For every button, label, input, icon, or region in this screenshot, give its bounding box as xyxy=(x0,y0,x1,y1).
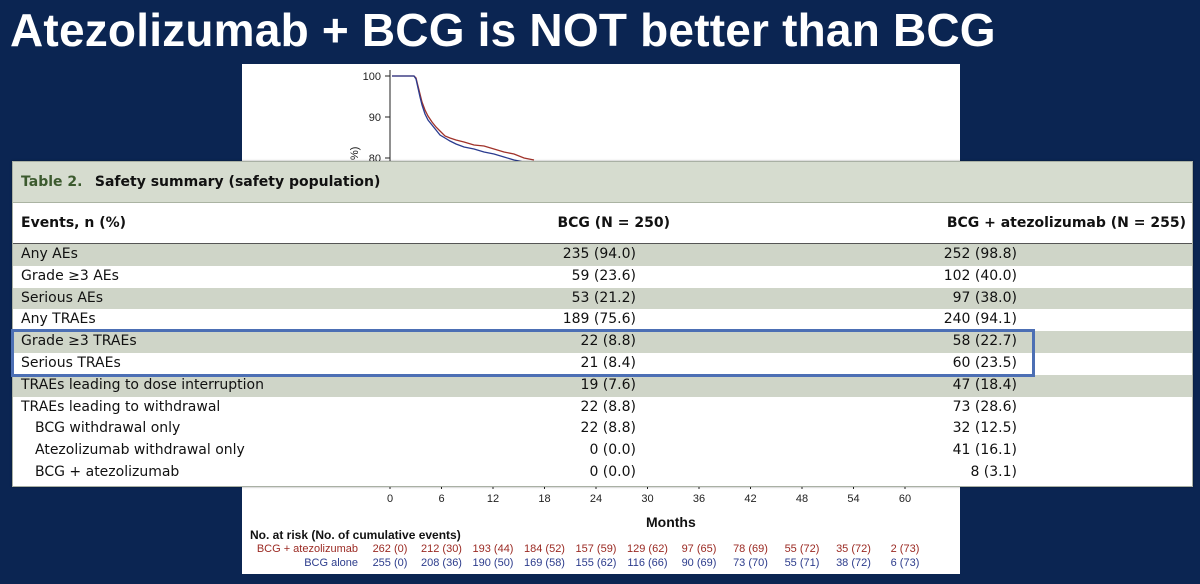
row-atezo-value: 102 (40.0) xyxy=(943,267,1017,284)
row-bcg-value: 235 (94.0) xyxy=(562,246,636,262)
x-tick-label: 54 xyxy=(847,493,859,505)
risk-value: 184 (52) xyxy=(524,543,565,555)
risk-value: 90 (69) xyxy=(681,557,717,569)
risk-table-title: No. at risk (No. of cumulative events) xyxy=(250,528,461,542)
row-label: Grade ≥3 TRAEs xyxy=(21,333,137,350)
risk-value: 262 (0) xyxy=(372,543,408,555)
risk-value: 129 (62) xyxy=(627,543,668,555)
y-axis-label: %) xyxy=(349,147,361,160)
x-tick-label: 48 xyxy=(796,493,808,505)
row-bcg-value: 189 (75.6) xyxy=(562,311,636,328)
table-caption-text: Safety summary (safety population) xyxy=(94,174,381,190)
row-bcg-value: 22 (8.8) xyxy=(580,398,636,415)
risk-value: 157 (59) xyxy=(575,543,617,555)
row-label: Atezolizumab withdrawal only xyxy=(35,442,245,459)
y-tick-label-90: 90 xyxy=(369,112,381,124)
row-atezo-value: 60 (23.5) xyxy=(952,354,1017,371)
row-bcg-value: 21 (8.4) xyxy=(580,354,636,371)
row-bcg-value: 19 (7.6) xyxy=(580,376,636,393)
row-atezo-value: 8 (3.1) xyxy=(970,463,1017,480)
row-atezo-value: 32 (12.5) xyxy=(952,420,1017,437)
table-row: Serious AEs 53 (21.2) 97 (38.0) xyxy=(13,287,1192,310)
risk-value: 169 (58) xyxy=(524,557,565,569)
row-bcg-value: 0 (0.0) xyxy=(589,442,636,459)
x-tick-label: 60 xyxy=(899,493,911,505)
table-row: Grade ≥3 AEs 59 (23.6) 102 (40.0) xyxy=(13,266,1192,288)
row-atezo-value: 240 (94.1) xyxy=(943,311,1017,328)
x-tick-label: 0 xyxy=(387,493,393,505)
row-atezo-value: 41 (16.1) xyxy=(952,442,1017,459)
row-bcg-value: 22 (8.8) xyxy=(580,420,636,437)
row-label: Grade ≥3 AEs xyxy=(21,267,119,284)
table-caption: Table 2. Safety summary (safety populati… xyxy=(13,162,1192,203)
row-label: TRAEs leading to withdrawal xyxy=(21,398,221,415)
table-row: Serious TRAEs 21 (8.4) 60 (23.5) xyxy=(13,353,1192,375)
table-number: Table 2. xyxy=(21,174,83,190)
x-tick-label: 30 xyxy=(641,493,653,505)
risk-value: 6 (73) xyxy=(890,557,920,569)
y-tick-label-100: 100 xyxy=(363,71,381,83)
row-label: Serious AEs xyxy=(21,289,104,306)
row-atezo-value: 58 (22.7) xyxy=(952,333,1017,350)
risk-value: 155 (62) xyxy=(575,557,617,569)
safety-table: Table 2. Safety summary (safety populati… xyxy=(12,161,1193,487)
header-events: Events, n (%) xyxy=(21,215,127,231)
row-label: BCG withdrawal only xyxy=(35,420,181,437)
risk-value: 255 (0) xyxy=(372,557,408,569)
risk-value: 38 (72) xyxy=(836,557,871,569)
x-axis-label: Months xyxy=(646,514,696,530)
row-bcg-value: 53 (21.2) xyxy=(571,289,636,306)
x-tick-label: 18 xyxy=(538,493,550,505)
row-bcg-value: 59 (23.6) xyxy=(571,267,636,284)
header-bcg-atezolizumab: BCG + atezolizumab (N = 255) xyxy=(946,215,1186,231)
row-bcg-value: 22 (8.8) xyxy=(580,333,636,350)
table-row: Grade ≥3 TRAEs 22 (8.8) 58 (22.7) xyxy=(13,331,1192,353)
risk-row-atezolizumab: BCG + atezolizumab 262 (0) 212 (30) 193 (4… xyxy=(250,543,920,555)
x-tick-label: 6 xyxy=(438,493,444,505)
risk-value: 2 (73) xyxy=(890,543,920,555)
risk-row-label: BCG + atezolizumab xyxy=(256,543,358,555)
km-curve-atezolizumab xyxy=(392,75,535,161)
table-row: TRAEs leading to dose interruption 19 (7… xyxy=(13,374,1192,397)
row-atezo-value: 97 (38.0) xyxy=(952,289,1017,306)
risk-value: 35 (72) xyxy=(836,543,871,555)
risk-value: 208 (36) xyxy=(421,557,462,569)
table-row: BCG withdrawal only 22 (8.8) 32 (12.5) xyxy=(13,418,1192,440)
risk-value: 212 (30) xyxy=(421,543,462,555)
x-tick-label: 12 xyxy=(487,493,499,505)
row-atezo-value: 47 (18.4) xyxy=(952,376,1017,393)
km-curve-bcg xyxy=(392,75,525,163)
row-label: Serious TRAEs xyxy=(21,354,121,371)
row-atezo-value: 252 (98.8) xyxy=(943,246,1017,262)
risk-value: 55 (72) xyxy=(784,543,820,555)
table-body: Any AEs 235 (94.0) 252 (98.8) Grade ≥3 A… xyxy=(13,244,1192,484)
slide-title: Atezolizumab + BCG is NOT better than BC… xyxy=(10,4,996,56)
row-label: BCG + atezolizumab xyxy=(35,463,180,480)
table-row: Atezolizumab withdrawal only 0 (0.0) 41 … xyxy=(13,440,1192,462)
risk-value: 116 (66) xyxy=(627,557,668,569)
table-row: Any AEs 235 (94.0) 252 (98.8) xyxy=(13,244,1192,266)
row-label: TRAEs leading to dose interruption xyxy=(21,376,264,393)
row-label: Any TRAEs xyxy=(21,311,96,328)
risk-value: 55 (71) xyxy=(784,557,820,569)
header-bcg: BCG (N = 250) xyxy=(557,215,670,231)
risk-value: 193 (44) xyxy=(472,543,514,555)
table-row: BCG + atezolizumab 0 (0.0) 8 (3.1) xyxy=(13,462,1192,484)
row-label: Any AEs xyxy=(21,246,78,262)
x-tick-label: 36 xyxy=(693,493,705,505)
risk-row-label: BCG alone xyxy=(304,557,358,569)
risk-row-bcg: BCG alone 255 (0) 208 (36) 190 (50) 169 (58… xyxy=(250,557,919,569)
risk-value: 73 (70) xyxy=(733,557,768,569)
x-axis-ticks: 0 6 12 18 24 30 36 42 48 54 60 xyxy=(387,483,925,505)
row-atezo-value: 73 (28.6) xyxy=(952,398,1017,415)
table-row: Any TRAEs 189 (75.6) 240 (94.1) xyxy=(13,309,1192,331)
table-row: TRAEs leading to withdrawal 22 (8.8) 73 … xyxy=(13,397,1192,419)
row-bcg-value: 0 (0.0) xyxy=(589,463,636,480)
x-tick-label: 42 xyxy=(744,493,756,505)
risk-value: 190 (50) xyxy=(472,557,514,569)
risk-value: 78 (69) xyxy=(733,543,768,555)
x-tick-label: 24 xyxy=(590,493,602,505)
risk-value: 97 (65) xyxy=(681,543,717,555)
table-header-row: Events, n (%) BCG (N = 250) BCG + atezol… xyxy=(13,203,1192,244)
